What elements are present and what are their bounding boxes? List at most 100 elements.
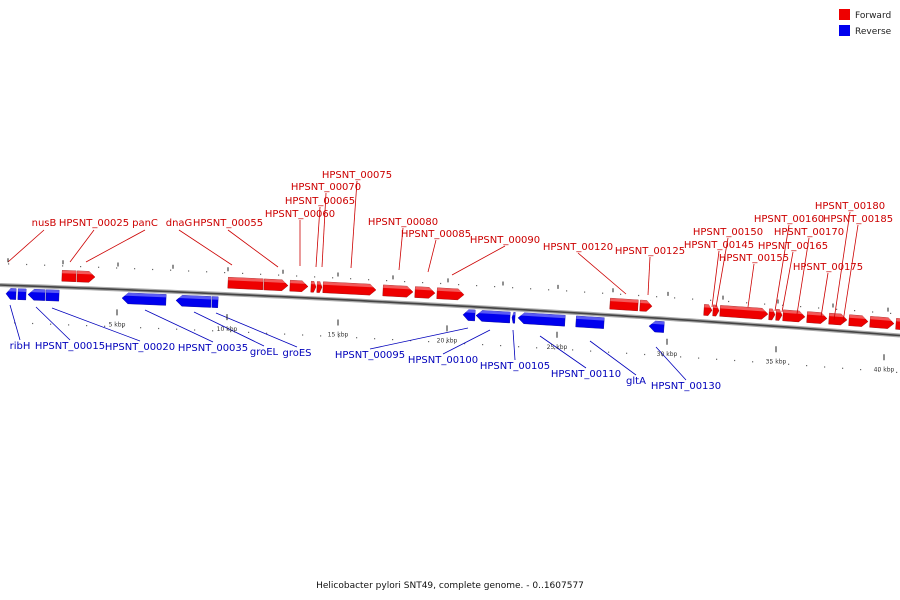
forward-label-leader xyxy=(398,227,404,271)
forward-gene-shape xyxy=(436,287,465,301)
gene-features xyxy=(5,270,900,333)
track-dot xyxy=(422,282,424,284)
scale-tick-label: 40 kbp xyxy=(874,366,895,373)
forward-gene-shape xyxy=(869,316,895,329)
forward-gene-shape xyxy=(828,312,848,326)
track-dot xyxy=(428,341,430,343)
forward-gene-shape xyxy=(806,311,828,324)
track-dot xyxy=(854,310,856,312)
forward-gene-shape xyxy=(414,286,436,299)
forward-gene xyxy=(76,270,96,283)
forward-label-leader xyxy=(796,237,810,315)
track-dot xyxy=(842,367,844,369)
track-dot xyxy=(500,345,502,347)
forward-label-leader xyxy=(820,272,829,318)
gene-highlight xyxy=(576,315,605,321)
forward-gene-label: HPSNT_00075 xyxy=(322,170,392,181)
reverse-label-leader xyxy=(215,312,298,348)
track-dot xyxy=(224,272,226,274)
track-dot xyxy=(548,289,550,291)
reverse-gene xyxy=(575,315,605,329)
reverse-label-leader xyxy=(35,306,71,341)
forward-gene-shape xyxy=(316,281,323,293)
track-dot xyxy=(26,263,28,266)
track-dot xyxy=(440,282,442,285)
forward-gene-label: HPSNT_00065 xyxy=(285,196,355,207)
forward-gene xyxy=(436,287,465,301)
reverse-gene-label: groEL xyxy=(250,347,279,358)
backbone-line xyxy=(0,284,900,337)
forward-gene-shape xyxy=(775,309,783,321)
forward-label-leader xyxy=(842,224,859,323)
reverse-gene-label: groES xyxy=(282,348,311,359)
track-dot xyxy=(572,349,574,351)
forward-gene-shape xyxy=(719,305,769,320)
forward-gene-label: HPSNT_00120 xyxy=(543,242,613,253)
track-dot xyxy=(32,322,34,325)
track-dot xyxy=(860,369,862,371)
forward-gene-shape xyxy=(382,284,414,298)
track-dot xyxy=(50,323,52,325)
forward-gene xyxy=(869,316,895,329)
gene-highlight xyxy=(383,284,414,290)
forward-label-leader xyxy=(321,192,327,268)
forward-gene xyxy=(227,276,264,291)
gene-highlight xyxy=(776,309,783,313)
reverse-label-leader xyxy=(589,340,637,376)
track-dot xyxy=(716,358,718,360)
gene-highlight xyxy=(896,318,900,322)
reverse-gene xyxy=(45,289,60,302)
gene-highlight xyxy=(264,278,289,284)
forward-gene-label: HPSNT_00060 xyxy=(265,209,335,220)
track-dot xyxy=(656,296,658,298)
forward-label-leader xyxy=(315,206,321,268)
forward-gene-label: HPSNT_00155 xyxy=(719,253,789,264)
forward-gene-label: HPSNT_00170 xyxy=(774,227,844,238)
track-dot xyxy=(620,293,622,295)
forward-gene xyxy=(263,278,289,291)
forward-gene-label: HPSNT_00160 xyxy=(754,214,824,225)
forward-gene-label: HPSNT_00070 xyxy=(291,182,361,193)
track-dot xyxy=(674,297,676,299)
track-dot xyxy=(350,278,352,280)
forward-label-leader xyxy=(647,256,651,296)
forward-gene-label: HPSNT_00125 xyxy=(615,246,685,257)
gene-highlight xyxy=(463,309,476,313)
forward-gene-label: HPSNT_00175 xyxy=(793,262,863,273)
forward-label-leader xyxy=(427,239,437,273)
reverse-gene xyxy=(462,309,476,322)
track-dot xyxy=(566,290,568,292)
track-dot xyxy=(302,334,304,336)
forward-gene xyxy=(322,281,377,296)
gene-highlight xyxy=(704,304,713,308)
track-dot xyxy=(104,325,106,327)
gene-highlight xyxy=(212,296,219,300)
track-dot xyxy=(212,330,214,332)
track-dot xyxy=(788,363,790,365)
reverse-gene xyxy=(175,294,212,308)
forward-gene-shape xyxy=(703,304,713,316)
label-leader-lines xyxy=(7,180,859,381)
legend-forward-label: Forward xyxy=(855,11,891,21)
track-dot xyxy=(158,327,160,330)
gene-highlight xyxy=(437,287,465,293)
reverse-gene-shape xyxy=(175,294,212,308)
gene-highlight xyxy=(512,312,516,316)
gene-highlight xyxy=(849,314,869,320)
reverse-gene xyxy=(475,310,511,324)
forward-label-leader xyxy=(715,237,729,308)
reverse-gene-shape xyxy=(575,315,605,329)
forward-label-leader xyxy=(774,224,790,312)
gene-highlight xyxy=(610,298,639,303)
gene-highlight xyxy=(317,281,323,285)
track-dot xyxy=(512,287,514,289)
track-dot xyxy=(494,286,496,288)
track-dot xyxy=(152,268,154,271)
track-dot xyxy=(806,365,808,367)
track-dot xyxy=(392,339,394,341)
track-dot xyxy=(296,275,298,277)
track-dot xyxy=(890,312,892,314)
reverse-label-leader xyxy=(51,307,141,342)
track-dot xyxy=(734,359,736,362)
forward-label-leader xyxy=(69,229,95,263)
